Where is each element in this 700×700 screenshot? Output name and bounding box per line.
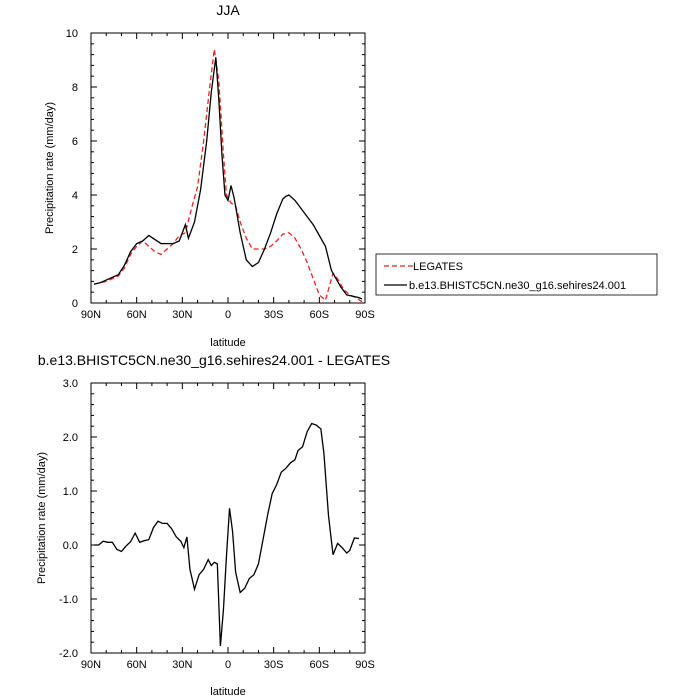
top-chart-series — [93, 49, 363, 303]
chart0-x-tick-label: 30S — [264, 309, 284, 321]
chart1-y-tick-label: 3.0 — [63, 378, 78, 390]
top-chart-y-axis-label: Precipitation rate (mm/day) — [44, 102, 56, 234]
chart1-x-tick-label: 60N — [127, 659, 147, 671]
top-chart-x-axis-label: latitude — [210, 337, 245, 349]
chart0-series-line-1 — [93, 57, 363, 300]
chart1-x-tick-label: 90S — [355, 659, 375, 671]
chart0-x-tick-label: 30N — [172, 309, 192, 321]
top-chart-ticks: 90N 60N 30N 0 30S 60S 90S 0 2 4 6 8 10 — [66, 28, 375, 321]
chart0-x-tick-label: 60N — [127, 309, 147, 321]
chart0-y-tick-label: 8 — [72, 82, 78, 94]
chart0-y-tick-label: 6 — [72, 136, 78, 148]
chart1-y-tick-label: 2.0 — [63, 432, 78, 444]
top-chart-plot-frame — [90, 32, 366, 304]
top-chart-title: JJA — [216, 2, 240, 18]
chart1-y-tick-label: -1.0 — [59, 594, 78, 606]
legend-label-legates: LEGATES — [413, 261, 463, 273]
chart1-series-line-0 — [94, 422, 359, 647]
chart0-y-tick-label: 2 — [72, 244, 78, 256]
chart0-x-tick-label: 60S — [310, 309, 330, 321]
bottom-chart-ticks: 90N 60N 30N 0 30S 60S 90S -2.0 -1.0 0.0 1.0 2.0 3.0 — [59, 378, 375, 671]
bottom-chart-series — [94, 422, 359, 647]
chart0-x-tick-label: 90N — [81, 309, 101, 321]
chart0-y-tick-label: 0 — [72, 298, 78, 310]
bottom-chart: b.e13.BHISTC5CN.ne30_g16.sehires24.001 -… — [36, 352, 390, 698]
chart1-x-tick-label: 60S — [310, 659, 330, 671]
chart0-x-tick-label: 90S — [355, 309, 375, 321]
legend-box — [375, 253, 658, 296]
legend-label-model: b.e13.BHISTC5CN.ne30_g16.sehires24.001 — [409, 280, 626, 292]
bottom-chart-x-axis-label: latitude — [210, 686, 245, 698]
chart1-x-tick-label: 90N — [81, 659, 101, 671]
legend: LEGATES b.e13.BHISTC5CN.ne30_g16.sehires… — [375, 253, 658, 296]
chart0-y-tick-label: 4 — [72, 190, 78, 202]
chart1-x-tick-label: 30S — [264, 659, 284, 671]
chart0-y-tick-label: 10 — [66, 28, 78, 40]
chart1-x-tick-label: 30N — [172, 659, 192, 671]
chart1-x-tick-label: 0 — [225, 659, 231, 671]
chart0-x-tick-label: 0 — [225, 309, 231, 321]
chart0-series-line-0 — [93, 49, 363, 303]
bottom-chart-title: b.e13.BHISTC5CN.ne30_g16.sehires24.001 -… — [38, 352, 390, 368]
chart1-y-tick-label: -2.0 — [59, 648, 78, 660]
chart1-y-tick-label: 0.0 — [63, 540, 78, 552]
bottom-chart-plot-frame — [90, 382, 366, 654]
bottom-chart-y-axis-label: Precipitation rate (mm/day) — [36, 452, 48, 584]
chart1-y-tick-label: 1.0 — [63, 486, 78, 498]
